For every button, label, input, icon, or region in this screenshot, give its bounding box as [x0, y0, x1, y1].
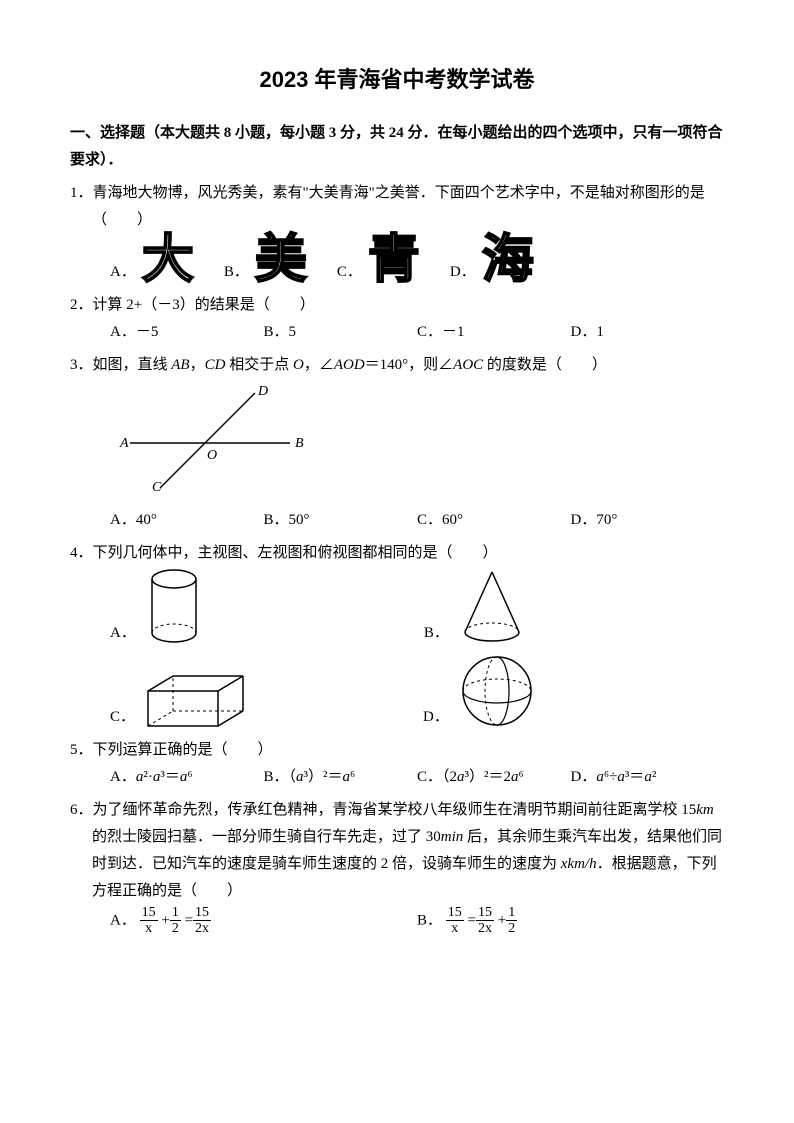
q4-opt-c: C．	[110, 651, 253, 731]
q1-opt-b: B． 美	[224, 234, 307, 286]
q1-c-label: C．	[337, 259, 362, 286]
q2-opt-a: A．－5	[110, 319, 264, 346]
q3-opt-a: A．40°	[110, 507, 264, 534]
q3-opt-c: C．60°	[417, 507, 571, 534]
q1-opt-c: C． 青	[337, 234, 420, 286]
section-header: 一、选择题（本大题共 8 小题，每小题 3 分，共 24 分．在每小题给出的四个…	[70, 120, 724, 174]
art-char-mei: 美	[255, 234, 307, 286]
svg-text:C: C	[152, 480, 162, 493]
question-1: 1．青海地大物博，风光秀美，素有"大美青海"之美誉．下面四个艺术字中，不是轴对称…	[70, 180, 724, 286]
q4-opt-a: A．	[110, 567, 204, 647]
q1-d-label: D．	[450, 259, 476, 286]
svg-text:B: B	[295, 436, 304, 451]
q2-opt-c: C．－1	[417, 319, 571, 346]
question-5: 5．下列运算正确的是（ ） A．a²·a³＝a⁶ B．（a³）²＝a⁶ C．（2…	[70, 737, 724, 791]
svg-text:O: O	[207, 448, 217, 463]
q6-text: 6．为了缅怀革命先烈，传承红色精神，青海省某学校八年级师生在清明节期间前往距离学…	[70, 797, 724, 905]
q3-text: 3．如图，直线 AB，CD 相交于点 O，∠AOD＝140°，则∠AOC 的度数…	[70, 352, 724, 379]
q4-c-label: C．	[110, 704, 135, 731]
q1-text: 1．青海地大物博，风光秀美，素有"大美青海"之美誉．下面四个艺术字中，不是轴对称…	[70, 180, 724, 234]
svg-text:A: A	[119, 436, 129, 451]
question-2: 2．计算 2+（－3）的结果是（ ） A．－5 B．5 C．－1 D．1	[70, 292, 724, 346]
q1-a-label: A．	[110, 259, 136, 286]
q6-a-label: A．	[110, 912, 136, 928]
cuboid-icon	[143, 671, 253, 731]
page-title: 2023 年青海省中考数学试卷	[70, 60, 724, 100]
art-char-da: 大	[142, 234, 194, 286]
q5-text: 5．下列运算正确的是（ ）	[70, 737, 724, 764]
q5-opt-b: B．（a³）²＝a⁶	[264, 764, 418, 791]
q4-opt-b: B．	[424, 567, 527, 647]
q6-opt-a: A． 15x +12 =152x	[110, 905, 417, 937]
question-3: 3．如图，直线 AB，CD 相交于点 O，∠AOD＝140°，则∠AOC 的度数…	[70, 352, 724, 534]
q3-opt-d: D．70°	[571, 507, 725, 534]
art-char-hai: 海	[482, 234, 534, 286]
q4-a-label: A．	[110, 620, 136, 647]
svg-text:D: D	[257, 384, 268, 399]
sphere-icon	[457, 651, 537, 731]
q5-opt-a: A．a²·a³＝a⁶	[110, 764, 264, 791]
q4-d-label: D．	[423, 704, 449, 731]
q5-opt-c: C．（2a³）²＝2a⁶	[417, 764, 571, 791]
q2-opt-b: B．5	[264, 319, 418, 346]
q1-opt-a: A． 大	[110, 234, 194, 286]
q3-opt-b: B．50°	[264, 507, 418, 534]
q2-opt-d: D．1	[571, 319, 725, 346]
question-6: 6．为了缅怀革命先烈，传承红色精神，青海省某学校八年级师生在清明节期间前往距离学…	[70, 797, 724, 937]
q1-opt-d: D． 海	[450, 234, 534, 286]
cone-icon	[457, 567, 527, 647]
q6-opt-b: B． 15x =152x +12	[417, 905, 724, 937]
q5-opt-d: D．a⁶÷a³＝a²	[571, 764, 725, 791]
intersecting-lines-diagram: A B C D O	[110, 383, 310, 493]
q4-b-label: B．	[424, 620, 449, 647]
q2-text: 2．计算 2+（－3）的结果是（ ）	[70, 292, 724, 319]
q6-b-label: B．	[417, 912, 442, 928]
question-4: 4．下列几何体中，主视图、左视图和俯视图都相同的是（ ） A． B． C．	[70, 540, 724, 731]
q4-opt-d: D．	[423, 651, 537, 731]
q4-text: 4．下列几何体中，主视图、左视图和俯视图都相同的是（ ）	[70, 540, 724, 567]
art-char-qing: 青	[368, 234, 420, 286]
q1-b-label: B．	[224, 259, 249, 286]
cylinder-icon	[144, 567, 204, 647]
